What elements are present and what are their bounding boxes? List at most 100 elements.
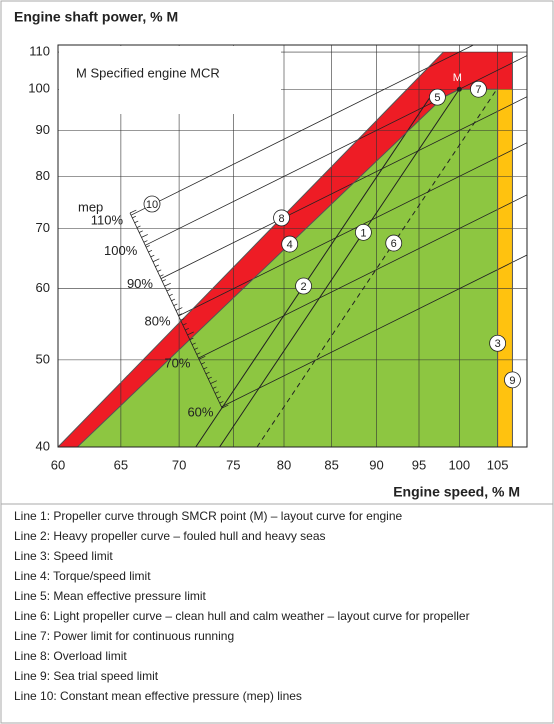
mep-title: mep <box>78 199 103 214</box>
note-text: M Specified engine MCR <box>76 65 220 80</box>
line-label: 8 <box>278 213 284 225</box>
series-line <box>443 88 460 98</box>
ruler-tick <box>150 254 155 258</box>
line-label-circle <box>385 234 403 252</box>
ruler-tick <box>141 234 148 238</box>
line-label-circle <box>470 80 487 98</box>
ruler-tick <box>198 355 206 360</box>
ruler-tick <box>201 362 206 365</box>
mep-line <box>130 45 475 216</box>
ruler-tick <box>189 337 194 341</box>
line-label-circle <box>429 88 446 106</box>
legend-entry: Line 2: Heavy propeller curve – fouled h… <box>14 529 326 543</box>
ruler-tick <box>178 313 183 316</box>
legend-entry: Line 4: Torque/speed limit <box>14 569 151 583</box>
legend-entry: Line 6: Light propeller curve – clean hu… <box>14 609 470 623</box>
ruler-tick <box>219 401 224 404</box>
ruler-tick <box>152 258 160 263</box>
ruler-tick <box>134 220 139 224</box>
line-label-circle <box>504 371 521 389</box>
ruler-tick <box>145 245 150 248</box>
overlay: 110% 100% 90% 80% 70% 60% mep 1 2 3 4 5 6 7 8 9 10 M Spec… <box>57 44 528 448</box>
ruler-tick <box>132 215 137 219</box>
mcr-point <box>456 86 462 92</box>
ruler-tick <box>168 293 173 297</box>
mep-label: 80% <box>145 313 171 328</box>
y-tick-label: 100 <box>28 81 50 96</box>
mep-label: 110% <box>91 213 124 228</box>
ruler-tick <box>171 298 176 302</box>
ruler-tick <box>162 279 166 282</box>
ruler-tick <box>143 240 148 243</box>
ruler-tick <box>157 269 162 272</box>
mep-line <box>178 142 527 317</box>
ruler-tick <box>180 318 185 321</box>
ruler-tick <box>182 323 187 326</box>
line-label: 1 <box>360 227 366 239</box>
legend-entry: Line 5: Mean effective pressure limit <box>14 589 207 603</box>
mcr-label: M <box>453 72 462 84</box>
ruler-tick <box>136 225 141 228</box>
series-line <box>58 51 444 447</box>
mep-line <box>145 55 527 246</box>
line-label-circle <box>355 223 372 241</box>
ruler-tick <box>210 380 217 384</box>
x-tick-label: 70 <box>172 457 186 472</box>
mep-label: 60% <box>187 404 213 419</box>
region <box>497 89 513 447</box>
line-label-circle <box>295 277 312 295</box>
mep-line <box>198 194 527 359</box>
ruler-tick <box>187 331 194 336</box>
note-box <box>59 46 281 114</box>
y-tick-label: 70 <box>36 220 50 235</box>
legend-entry: Line 1: Propeller curve through SMCR poi… <box>14 509 403 523</box>
ruler-tick <box>129 209 137 214</box>
x-tick-label: 80 <box>277 457 291 472</box>
line-label: 10 <box>146 199 158 211</box>
ruler-tick <box>175 307 183 311</box>
legend-entry: Line 10: Constant mean effective pressur… <box>14 689 302 703</box>
line-label-circle <box>273 209 290 227</box>
x-axis-label: Engine speed, % M <box>393 484 520 500</box>
ruler-tick <box>194 347 199 350</box>
legend-entry: Line 9: Sea trial speed limit <box>14 669 159 683</box>
ruler-tick <box>173 303 178 306</box>
mep-label: 100% <box>104 243 138 258</box>
line-label-circle <box>143 195 161 213</box>
ruler-tick <box>159 274 164 277</box>
y-tick-label: 110 <box>29 43 50 58</box>
ruler-tick <box>217 396 222 399</box>
y-tick-label: 60 <box>36 280 50 295</box>
region <box>77 89 498 447</box>
ruler-tick <box>148 250 153 253</box>
ruler-tick <box>191 342 196 345</box>
line-label-circle <box>489 334 507 352</box>
chart-title: Engine shaft power, % M <box>14 9 178 25</box>
mep-line <box>221 254 527 408</box>
legend-entry: Line 3: Speed limit <box>14 549 113 563</box>
x-tick-label: 60 <box>51 457 65 472</box>
series-line <box>219 88 460 447</box>
ruler-tick <box>139 230 143 233</box>
line-label: 4 <box>287 239 293 251</box>
x-tick-label: 95 <box>412 457 426 472</box>
ruler-tick <box>196 352 201 355</box>
legend-entry: Line 8: Overload limit <box>14 649 127 663</box>
ruler-tick <box>185 328 189 331</box>
ruler-tick <box>164 282 171 287</box>
line-label: 9 <box>509 375 515 387</box>
ruler-tick <box>166 289 171 292</box>
mep-label: 90% <box>127 276 153 291</box>
line-label: 2 <box>301 281 307 293</box>
y-tick-label: 50 <box>36 351 50 366</box>
y-tick-label: 40 <box>36 438 50 453</box>
line-label: 5 <box>434 92 440 104</box>
line-label: 7 <box>475 84 481 96</box>
ruler-tick <box>214 391 219 394</box>
ruler-tick <box>208 376 212 380</box>
ruler-tick <box>155 264 160 267</box>
y-tick-label: 90 <box>36 122 50 137</box>
x-tick-label: 90 <box>369 457 383 472</box>
line-label: 6 <box>391 238 397 250</box>
